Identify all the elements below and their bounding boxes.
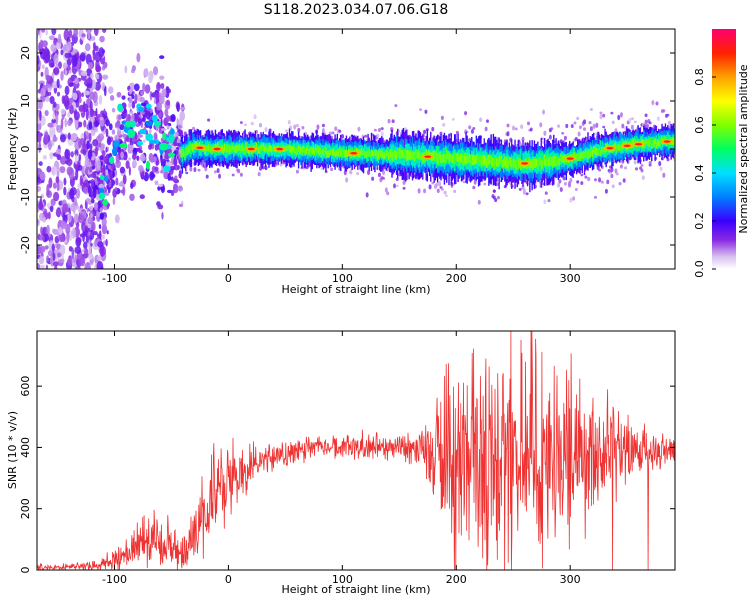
snr-y-label: SNR (10 * v/v) — [6, 411, 19, 489]
y-tick-label: 0 — [19, 146, 32, 153]
snr-line — [37, 331, 675, 570]
colorbar-tick-label: 0.2 — [693, 212, 706, 230]
y-tick-label: 200 — [19, 498, 32, 519]
y-tick-label: 400 — [19, 437, 32, 458]
snr-x-label: Height of straight line (km) — [281, 583, 430, 596]
colorbar-tick-label: 0.6 — [693, 116, 706, 134]
x-tick-label: 0 — [225, 573, 232, 586]
y-tick-label: -10 — [19, 188, 32, 206]
y-tick-label: 10 — [19, 94, 32, 108]
y-tick-label: 20 — [19, 46, 32, 60]
x-tick-label: 100 — [332, 573, 353, 586]
colorbar-gradient — [712, 29, 736, 269]
y-tick-label: 600 — [19, 376, 32, 397]
x-tick-label: 200 — [446, 272, 467, 285]
spectrogram-x-ticks: -100 0 100 200 300 — [102, 29, 581, 285]
x-tick-label: 200 — [446, 573, 467, 586]
colorbar-label: Normalized spectral amplitude — [737, 64, 750, 233]
x-tick-label: 100 — [332, 272, 353, 285]
y-tick-label: 0 — [19, 567, 32, 574]
colorbar-ticks: 0.0 0.2 0.4 0.6 0.8 — [693, 68, 716, 278]
x-tick-label: -100 — [102, 573, 127, 586]
snr-y-ticks: 0 200 400 600 — [19, 376, 675, 574]
snr-frame — [36, 330, 676, 571]
x-tick-label: -100 — [102, 272, 127, 285]
x-tick-label: 0 — [225, 272, 232, 285]
colorbar-tick-label: 0.4 — [693, 164, 706, 182]
spectrogram-y-label: Frequency (Hz) — [6, 108, 19, 191]
spectrogram-x-label: Height of straight line (km) — [281, 283, 430, 296]
colorbar: 0.0 0.2 0.4 0.6 0.8 Normalized spectral ampl… — [693, 29, 750, 278]
y-tick-label: -20 — [19, 236, 32, 254]
x-tick-label: 300 — [560, 272, 581, 285]
snr-series — [37, 331, 675, 570]
colorbar-tick-label: 0.8 — [693, 68, 706, 86]
colorbar-tick-label: 0.0 — [693, 260, 706, 278]
snr-x-ticks: -100 0 100 200 300 — [102, 331, 581, 586]
spectrogram-heatmap — [37, 29, 675, 269]
snr-panel: -100 0 100 200 300 0 200 400 600 Height of stra… — [6, 330, 676, 596]
spectrogram-y-ticks: -20 -10 0 10 20 — [19, 46, 675, 254]
chart-title: S118.2023.034.07.06.G18 — [264, 2, 449, 18]
x-tick-label: 300 — [560, 573, 581, 586]
